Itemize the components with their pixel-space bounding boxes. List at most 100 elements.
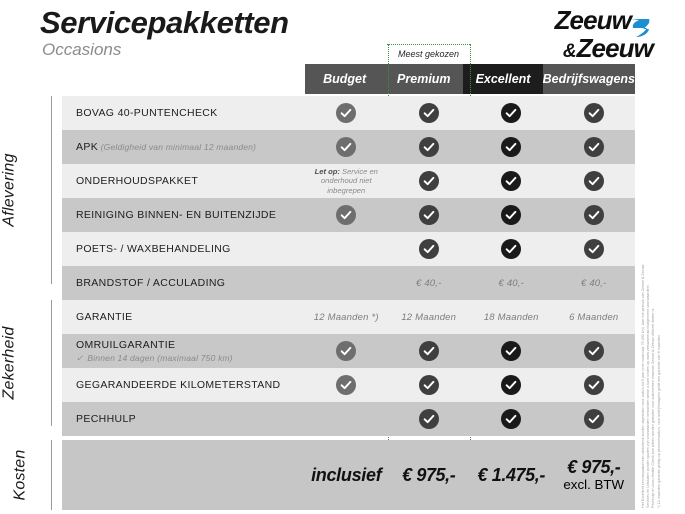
check-icon xyxy=(336,341,357,361)
table-cell-bedrijfswagens: € 40,- xyxy=(553,278,636,289)
row-label-text: ONDERHOUDSPAKKET xyxy=(76,175,199,187)
table-cell-premium xyxy=(388,375,471,395)
row-label: APK (Geldigheid van minimaal 12 maanden) xyxy=(62,141,305,153)
title-block: Servicepakketten Occasions xyxy=(40,6,289,61)
rail-label-aflevering: Aflevering xyxy=(0,153,18,227)
cell-value: 12 Maanden xyxy=(401,311,457,323)
rail-label-zekerheid: Zekerheid xyxy=(0,326,18,400)
column-header-bar: Budget Premium Excellent Bedrijfswagens xyxy=(305,64,635,94)
checkmark-icon: ✓ xyxy=(76,352,84,363)
row-label-note: (Geldigheid van minimaal 12 maanden) xyxy=(98,142,257,152)
table-cell-excellent xyxy=(470,171,553,191)
rail-label-kosten: Kosten xyxy=(11,449,29,501)
table-row: ONDERHOUDSPAKKET Let op: Service en onder… xyxy=(62,164,635,198)
check-icon xyxy=(501,239,522,259)
rail-kosten: Kosten xyxy=(10,440,52,510)
table-cell-bedrijfswagens xyxy=(553,409,636,429)
price-cell-excellent: € 1.475,- xyxy=(470,464,553,485)
row-label-text: REINIGING BINNEN- EN BUITENZIJDE xyxy=(76,209,277,221)
cell-note-strong: Let op: xyxy=(314,166,340,176)
check-icon xyxy=(583,205,604,225)
row-label: GARANTIE xyxy=(62,311,305,323)
price-included-label: inclusief xyxy=(311,464,382,485)
table-row: POETS- / WAXBEHANDELING xyxy=(62,232,635,266)
table-cell-premium: 12 Maanden xyxy=(388,312,471,323)
check-icon xyxy=(583,409,604,429)
price-value-premium: € 975,- xyxy=(402,464,456,485)
check-icon xyxy=(583,375,604,395)
check-icon xyxy=(418,103,439,123)
table-row: GARANTIE 12 Maanden *) 12 Maanden 18 Maande… xyxy=(62,300,635,334)
table-row: APK (Geldigheid van minimaal 12 maanden) xyxy=(62,130,635,164)
row-label: REINIGING BINNEN- EN BUITENZIJDE xyxy=(62,209,305,221)
check-icon xyxy=(501,171,522,191)
logo-z-mark-icon xyxy=(628,16,650,38)
check-icon xyxy=(501,205,522,225)
price-row: inclusief € 975,- € 1.475,- € 975,- excl… xyxy=(62,440,635,510)
table-cell-budget xyxy=(305,375,388,395)
price-cell-budget: inclusief xyxy=(305,465,388,486)
fineprint-block: Het Excellent servicepakket kan uitsluit… xyxy=(641,96,681,508)
cell-value: 18 Maanden xyxy=(483,311,539,323)
row-label-text: OMRUILGARANTIE xyxy=(76,338,176,351)
cell-value: 12 Maanden *) xyxy=(313,311,379,323)
price-value-excellent: € 1.475,- xyxy=(477,464,546,485)
table-cell-budget: 12 Maanden *) xyxy=(305,312,388,323)
column-header-premium[interactable]: Premium xyxy=(384,64,464,94)
column-header-excellent[interactable]: Excellent xyxy=(463,64,543,94)
row-label-text: BOVAG 40-PUNTENCHECK xyxy=(76,107,218,119)
cell-value: € 40,- xyxy=(498,277,524,289)
row-label-text: APK (Geldigheid van minimaal 12 maanden) xyxy=(76,141,257,153)
check-icon xyxy=(583,137,604,157)
row-label: BRANDSTOF / ACCULADING xyxy=(62,277,305,289)
cell-note-text: Service en onderhoud niet inbegrepen xyxy=(320,166,378,195)
row-label: BOVAG 40-PUNTENCHECK xyxy=(62,107,305,119)
check-icon xyxy=(336,137,357,157)
table-cell-premium xyxy=(388,171,471,191)
table-cell-excellent xyxy=(470,103,553,123)
table-cell-bedrijfswagens xyxy=(553,137,636,157)
price-cell-premium: € 975,- xyxy=(388,464,471,485)
check-icon xyxy=(418,409,439,429)
check-icon xyxy=(501,341,522,361)
table-cell-bedrijfswagens: 6 Maanden xyxy=(553,312,636,323)
check-icon xyxy=(418,137,439,157)
check-icon xyxy=(418,205,439,225)
table-cell-premium xyxy=(388,239,471,259)
check-icon xyxy=(501,375,522,395)
table-cell-premium xyxy=(388,103,471,123)
check-icon xyxy=(418,171,439,191)
table-cell-excellent xyxy=(470,375,553,395)
table-cell-excellent xyxy=(470,137,553,157)
row-label: PECHHULP xyxy=(62,413,305,425)
row-label: POETS- / WAXBEHANDELING xyxy=(62,243,305,255)
price-value-bedrijfswagens: € 975,- xyxy=(567,457,621,478)
column-header-bedrijfswagens[interactable]: Bedrijfswagens xyxy=(542,64,635,94)
page-subtitle: Occasions xyxy=(42,40,122,60)
logo-text-top: Zeeuw xyxy=(554,5,632,35)
table-cell-bedrijfswagens xyxy=(553,341,636,361)
row-label-subline: ✓ Binnen 14 dagen (maximaal 750 km) xyxy=(76,353,305,364)
check-icon xyxy=(501,137,522,157)
logo-line-1: Zeeuw xyxy=(554,5,653,38)
check-icon xyxy=(418,239,439,259)
rail-zekerheid: Zekerheid xyxy=(1,300,52,426)
column-header-budget[interactable]: Budget xyxy=(305,64,385,94)
row-label: OMRUILGARANTIE ✓ Binnen 14 dagen (maximaal… xyxy=(62,339,305,364)
cell-value: € 40,- xyxy=(581,277,607,289)
check-icon xyxy=(583,239,604,259)
table-cell-premium: € 40,- xyxy=(388,278,471,289)
row-label-text: PECHHULP xyxy=(76,413,136,425)
check-icon xyxy=(418,375,439,395)
price-cell-bedrijfswagens: € 975,- excl. BTW xyxy=(553,458,636,492)
table-cell-budget xyxy=(305,341,388,361)
logo-text-bottom: Zeeuw xyxy=(576,32,654,63)
table-cell-premium xyxy=(388,341,471,361)
table-cell-bedrijfswagens xyxy=(553,239,636,259)
section-zekerheid: GARANTIE 12 Maanden *) 12 Maanden 18 Maande… xyxy=(62,300,635,436)
table-row: BOVAG 40-PUNTENCHECK xyxy=(62,96,635,130)
most-chosen-badge: Meest gekozen xyxy=(397,49,460,59)
table-row: REINIGING BINNEN- EN BUITENZIJDE xyxy=(62,198,635,232)
premium-highlight-top-border xyxy=(387,44,470,45)
table-row: BRANDSTOF / ACCULADING € 40,- € 40,- € 40,- xyxy=(62,266,635,300)
